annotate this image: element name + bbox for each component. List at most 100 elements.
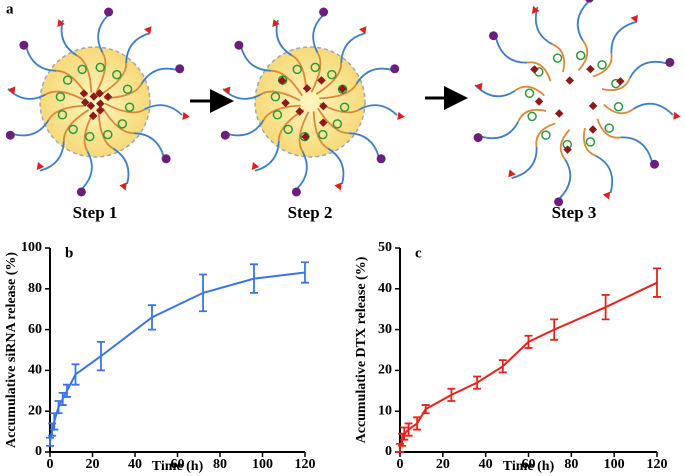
x-tick-label: 120 — [295, 457, 316, 472]
end-group — [474, 82, 483, 91]
polymer-chain — [62, 109, 90, 142]
polymer-chain — [319, 83, 358, 100]
drug-particle — [317, 76, 326, 85]
drug-particle — [89, 92, 99, 101]
end-group — [334, 182, 342, 191]
peg-chain — [39, 141, 65, 172]
peg-chain — [312, 14, 324, 53]
peg-chain — [144, 104, 183, 116]
peg-chain — [327, 147, 345, 185]
peg-chain — [355, 67, 393, 85]
peg-chain — [534, 6, 553, 45]
drug-particle — [80, 98, 90, 107]
peg-chain — [140, 67, 178, 85]
sirna-coil — [332, 119, 343, 129]
polymer-chain — [45, 90, 86, 102]
peg-chain — [632, 102, 674, 116]
y-tick-label: 20 — [378, 363, 392, 378]
sirna-coil — [310, 62, 320, 73]
peg-chain — [349, 132, 380, 158]
end-group — [650, 159, 660, 169]
end-group — [376, 154, 386, 164]
sirna-coil — [68, 124, 78, 135]
polymer-chain — [262, 104, 301, 121]
polymer-chain — [603, 103, 634, 115]
drug-particle — [338, 84, 347, 94]
sirna-coil — [85, 131, 95, 142]
end-group — [119, 182, 127, 191]
peg-chain — [227, 119, 265, 137]
peg-chain — [125, 32, 151, 63]
y-axis-label: Accumulative DTX release (%) — [354, 256, 369, 443]
error-bar — [71, 363, 80, 386]
y-tick-label: 20 — [28, 403, 42, 418]
error-bar — [524, 334, 533, 349]
polymer-chain — [551, 43, 566, 73]
end-group — [531, 5, 540, 14]
end-group — [397, 111, 405, 120]
drug-particle — [96, 99, 105, 108]
sirna-coil — [327, 69, 337, 80]
sirna-coil — [270, 92, 281, 102]
sirna-coil — [112, 69, 122, 80]
polymer-chain — [526, 61, 552, 82]
end-group — [104, 7, 114, 17]
peg-chain — [620, 136, 654, 163]
sirna-coil — [527, 111, 537, 122]
peg-chain — [60, 19, 78, 57]
polymer-chain — [298, 111, 310, 152]
polymer-chain — [601, 77, 631, 92]
drug-particle — [281, 98, 290, 108]
end-group — [630, 14, 638, 23]
polymer-chain — [582, 127, 597, 157]
peg-chain — [359, 104, 398, 116]
end-group — [36, 162, 45, 171]
drug-particle — [278, 76, 287, 85]
x-tick-label: 40 — [128, 457, 142, 472]
series-line — [49, 271, 306, 442]
drug-particle — [88, 111, 98, 121]
drug-particle — [79, 89, 89, 98]
peg-chain — [81, 151, 93, 190]
end-group — [673, 111, 681, 120]
error-bar — [601, 294, 610, 321]
drug-particle — [616, 77, 625, 86]
peg-chain — [576, 0, 590, 42]
drug-particle — [586, 64, 595, 74]
y-tick-label: 80 — [28, 281, 42, 296]
polymer-chain — [559, 129, 571, 160]
step-label: Step 1 — [73, 203, 118, 222]
end-group — [272, 19, 280, 28]
polymer-chain — [100, 62, 128, 95]
error-bar — [148, 304, 156, 331]
end-group — [161, 154, 171, 164]
x-tick-label: 120 — [647, 457, 668, 472]
micelle-core — [254, 46, 366, 158]
end-group — [182, 111, 190, 120]
end-group — [602, 191, 611, 200]
end-group — [175, 64, 185, 74]
peg-chain — [112, 147, 130, 185]
sirna-coil — [62, 75, 73, 85]
peg-chain — [595, 155, 614, 194]
drug-particle — [565, 76, 575, 85]
x-tick-label: 20 — [86, 457, 100, 472]
error-bar — [550, 318, 559, 341]
drug-particle — [95, 89, 104, 98]
polymer-chain — [104, 102, 145, 114]
sirna-coil — [103, 129, 113, 140]
peg-chain — [629, 60, 668, 79]
error-bar — [413, 416, 422, 431]
error-bar — [250, 263, 258, 294]
step-label: Step 3 — [552, 203, 597, 222]
sirna-coil — [272, 110, 283, 120]
error-bar — [301, 261, 309, 284]
sirna-coil — [55, 92, 66, 102]
polymer-chain — [47, 104, 86, 121]
sirna-coil — [604, 123, 614, 133]
error-bar — [54, 400, 63, 415]
end-group — [144, 26, 152, 35]
polymer-chain — [535, 122, 556, 148]
error-bar — [498, 359, 507, 374]
drug-particle — [301, 132, 310, 141]
